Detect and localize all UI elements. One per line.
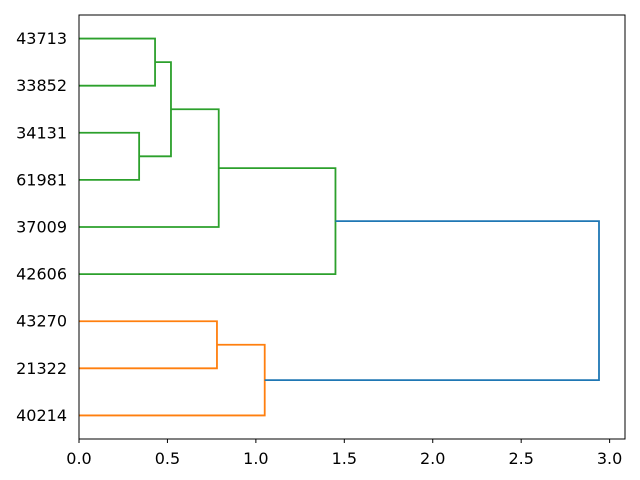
leaf-label: 61981 xyxy=(16,170,67,189)
leaf-label: 37009 xyxy=(16,218,67,237)
dendrogram-link-green xyxy=(79,108,220,228)
leaf-label: 43713 xyxy=(16,29,67,48)
leaf-label: 34131 xyxy=(16,123,67,142)
dendrogram-link-green xyxy=(79,131,141,181)
dendrogram-link-orange xyxy=(79,320,218,370)
x-tick-label: 0.5 xyxy=(155,449,180,468)
x-tick-label: 2.0 xyxy=(420,449,445,468)
dendrogram-link-blue xyxy=(264,220,600,382)
x-tick-label: 0.0 xyxy=(66,449,91,468)
leaf-label: 40214 xyxy=(16,406,67,425)
dendrogram-link-green xyxy=(79,167,337,276)
x-tick-label: 1.0 xyxy=(243,449,268,468)
leaf-label: 43270 xyxy=(16,312,67,331)
x-tick-label: 2.5 xyxy=(508,449,533,468)
plot-border xyxy=(78,14,626,440)
x-tick-label: 3.0 xyxy=(597,449,622,468)
dendrogram-link-orange xyxy=(79,343,266,417)
leaf-label: 33852 xyxy=(16,76,67,95)
dendrogram-link-green xyxy=(79,37,156,87)
x-tick-label: 1.5 xyxy=(332,449,357,468)
leaf-label: 21322 xyxy=(16,359,67,378)
leaf-label: 42606 xyxy=(16,265,67,284)
